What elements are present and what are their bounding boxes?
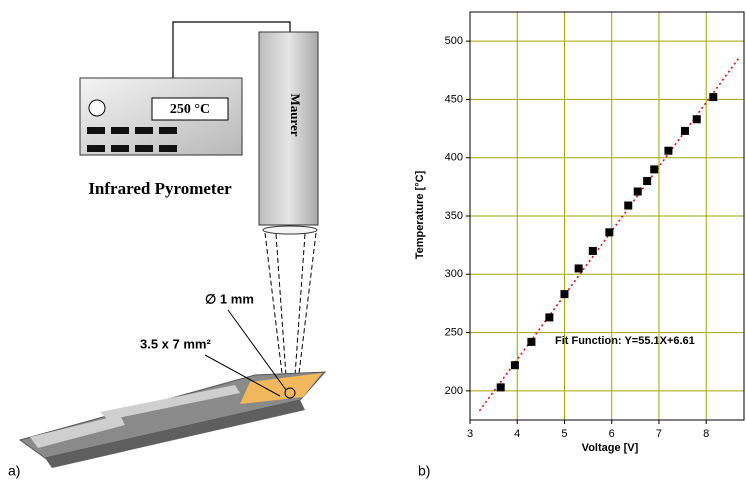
x-tick-label: 8 xyxy=(703,428,709,440)
point xyxy=(560,290,569,299)
point xyxy=(496,383,505,392)
device-label: Infrared Pyrometer xyxy=(88,179,232,198)
x-tick-label: 7 xyxy=(656,428,662,440)
y-tick-label: 450 xyxy=(445,93,463,105)
display-text: 250 °C xyxy=(170,102,210,117)
point xyxy=(692,115,701,124)
pointer xyxy=(227,309,287,391)
point xyxy=(633,187,642,196)
heater-pad xyxy=(240,373,322,404)
point xyxy=(574,264,583,273)
x-axis-label: Voltage [V] xyxy=(582,442,639,454)
y-axis-label: Temperature [°C] xyxy=(414,170,426,259)
diagram: 250 °C Infrared Pyrometer Maurer ∅ 1 mm … xyxy=(18,21,327,468)
lens xyxy=(262,225,318,235)
plot-frame xyxy=(469,11,745,421)
x-tick-label: 6 xyxy=(609,428,615,440)
pointer xyxy=(204,354,281,397)
point xyxy=(605,228,614,237)
cable xyxy=(172,21,291,78)
x-tick-label: 4 xyxy=(514,428,520,440)
display xyxy=(151,97,229,121)
x-tick-label: 5 xyxy=(561,428,567,440)
y-tick-label: 300 xyxy=(445,268,463,280)
point xyxy=(545,313,554,322)
y-tick-label: 500 xyxy=(445,35,463,47)
y-tick-label: 350 xyxy=(445,210,463,222)
point xyxy=(709,93,718,102)
point xyxy=(664,146,673,155)
point xyxy=(624,201,633,210)
panel-label: a) xyxy=(8,463,20,479)
y-tick-label: 250 xyxy=(445,326,463,338)
pyrometer xyxy=(258,31,319,226)
trace xyxy=(100,385,240,420)
pad-label: 3.5 x 7 mm² xyxy=(140,336,211,351)
spot xyxy=(284,387,296,399)
beam xyxy=(264,232,317,391)
pyrometer-brand: Maurer xyxy=(288,93,303,136)
annotation: Fit Function: Y=55.1X+6.61 xyxy=(555,335,695,347)
panel-label: b) xyxy=(418,463,430,479)
point xyxy=(510,361,519,370)
knob xyxy=(88,99,106,117)
buttons xyxy=(87,127,177,152)
point xyxy=(588,246,597,255)
y-tick-label: 400 xyxy=(445,152,463,164)
point xyxy=(527,337,536,346)
sensor-edge xyxy=(45,400,305,468)
point xyxy=(650,165,659,174)
trace xyxy=(30,415,125,448)
point xyxy=(643,177,652,186)
x-tick-label: 3 xyxy=(467,428,473,440)
point xyxy=(680,126,689,135)
spot-label: ∅ 1 mm xyxy=(205,291,254,306)
y-tick-label: 200 xyxy=(445,385,463,397)
